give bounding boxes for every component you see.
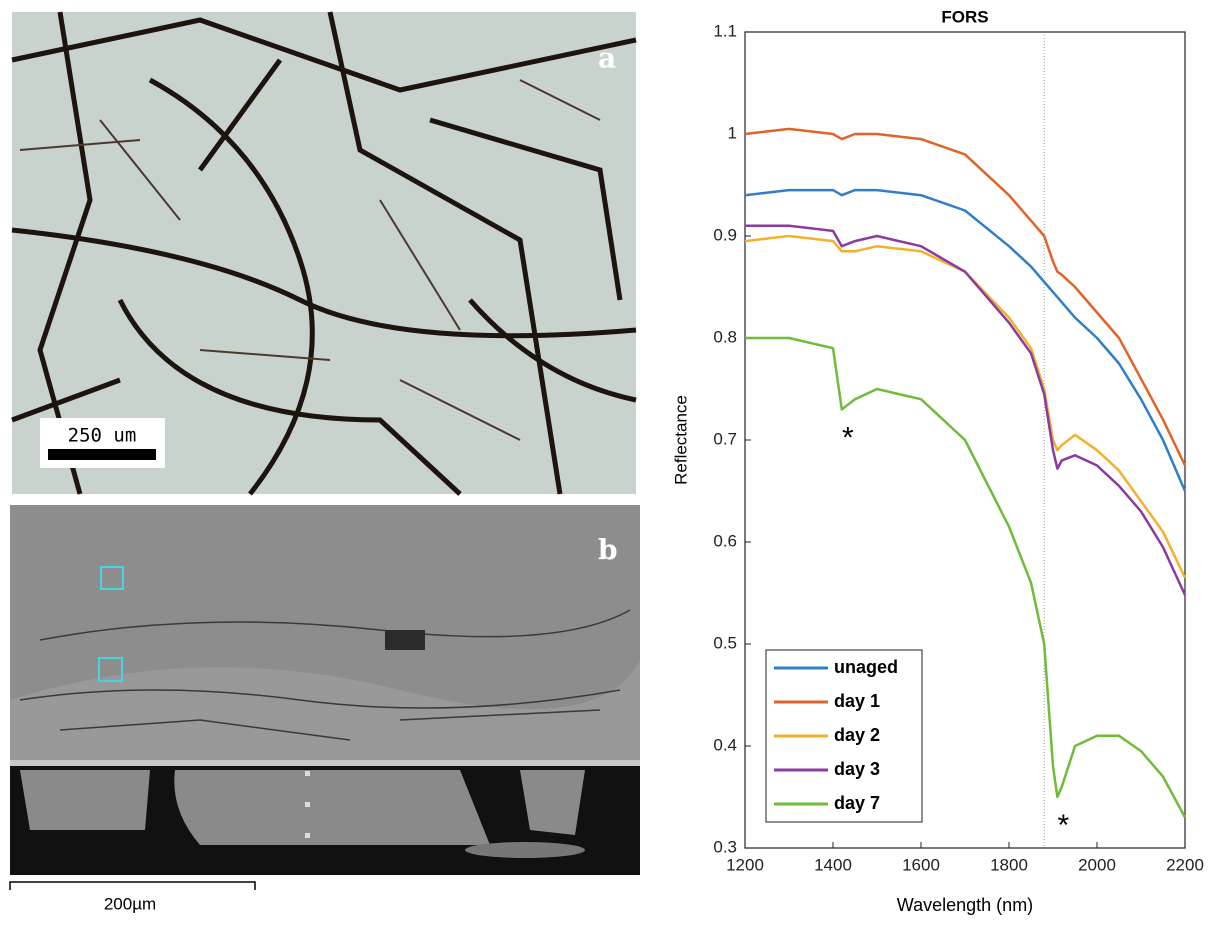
x-tick-label: 1800 <box>990 855 1028 874</box>
x-axis-label: Wavelength (nm) <box>897 895 1033 915</box>
x-tick-label: 2000 <box>1078 855 1116 874</box>
y-tick-label: 0.3 <box>713 837 737 856</box>
x-tick-label: 1600 <box>902 855 940 874</box>
legend-label: unaged <box>834 657 898 677</box>
scale-bar-label: 250 um <box>68 425 137 447</box>
page: 250 um a b 200µm FORS c Wavelength (nm) … <box>0 0 1213 925</box>
y-tick-label: 0.7 <box>713 429 737 448</box>
y-tick-label: 1 <box>728 123 737 142</box>
chart-title: FORS <box>941 7 988 26</box>
annotation: * <box>842 421 854 454</box>
legend-label: day 1 <box>834 691 880 711</box>
annotation: * <box>1058 809 1070 842</box>
y-tick-label: 0.8 <box>713 327 737 346</box>
y-tick-label: 0.6 <box>713 531 737 550</box>
y-tick-label: 0.4 <box>713 735 737 754</box>
scale-bar-label: 200µm <box>104 894 156 913</box>
x-tick-label: 1400 <box>814 855 852 874</box>
legend-label: day 3 <box>834 759 880 779</box>
y-tick-label: 0.5 <box>713 633 737 652</box>
y-axis-label: Reflectance <box>671 395 690 485</box>
panel-label: b <box>598 534 618 567</box>
micrograph-a: 250 um a <box>12 12 636 494</box>
figure: 250 um a b 200µm FORS c Wavelength (nm) … <box>0 0 1213 920</box>
y-tick-label: 0.9 <box>713 225 737 244</box>
panel-label: a <box>598 42 616 75</box>
legend-label: day 2 <box>834 725 880 745</box>
legend-label: day 7 <box>834 793 880 813</box>
x-tick-label: 1200 <box>726 855 764 874</box>
x-tick-label: 2200 <box>1166 855 1204 874</box>
y-tick-label: 1.1 <box>713 21 737 40</box>
micrograph-b: b 200µm <box>10 505 640 913</box>
